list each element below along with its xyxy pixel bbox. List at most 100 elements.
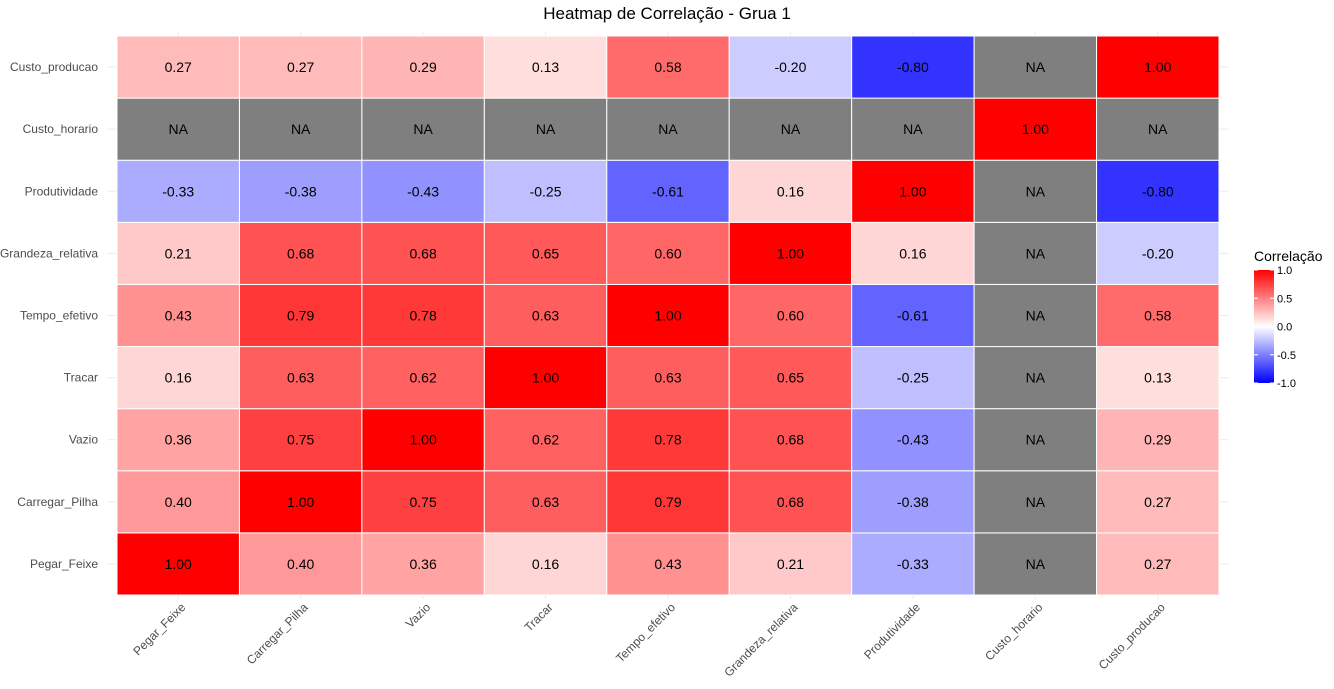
cell-value-label: -0.38 (285, 183, 317, 199)
cell-value-label: -0.38 (897, 494, 929, 510)
heatmap-cell-Custo_horario-Produtividade (851, 97, 975, 161)
legend-tick-label: 0.0 (1277, 322, 1292, 334)
heatmap-cell-Grandeza_relativa-Custo_producao (1096, 221, 1220, 285)
cell-value-label: 0.68 (777, 432, 804, 448)
cell-value-label: 0.60 (654, 245, 681, 261)
cell-value-label: 0.65 (532, 245, 559, 261)
cell-value-label: 0.13 (1144, 370, 1171, 386)
heatmap-cell-Vazio-Grandeza_relativa (728, 408, 853, 472)
heatmap-cell-Vazio-Custo_horario (973, 408, 1098, 472)
cell-value-label: 0.16 (532, 556, 559, 572)
y-tick-label-Vazio: Vazio (69, 433, 98, 447)
cell-value-label: 0.58 (1144, 308, 1171, 324)
heatmap-cell-Carregar_Pilha-Carregar_Pilha (238, 470, 363, 534)
heatmap-cell-Tracar-Tracar (483, 346, 608, 410)
heatmap-cell-Tempo_efetivo-Custo_horario (973, 283, 1098, 348)
heatmap-cell-Tracar-Custo_producao (1096, 346, 1220, 410)
cell-value-label: NA (536, 121, 556, 137)
heatmap-cell-Tracar-Carregar_Pilha (238, 346, 363, 410)
heatmap-cell-Carregar_Pilha-Custo_producao (1096, 470, 1220, 534)
cell-value-label: 0.63 (532, 494, 559, 510)
heatmap-cell-Custo_horario-Custo_producao (1096, 97, 1220, 161)
cell-value-label: 0.29 (409, 59, 436, 75)
x-axis-tick-labels: Pegar_Feixe Carregar_Pilha Vazio Tracar Temp… (130, 600, 1168, 679)
cell-value-label: 1.00 (532, 370, 559, 386)
heatmap-cell-Custo_producao-Carregar_Pilha (238, 35, 363, 99)
heatmap-cell-Pegar_Feixe-Custo_producao (1096, 532, 1220, 596)
cell-value-labels: 1.00 0.40 0.36 0.16 0.43 0.21 -0.33 NA 0.27 0.40 1… (162, 59, 1174, 572)
chart-title: Heatmap de Correlação - Grua 1 (543, 4, 791, 23)
heatmap-cell-Custo_producao-Tracar (483, 35, 608, 99)
cell-value-label: NA (168, 121, 188, 137)
y-tick-label-Custo_horario: Custo_horario (23, 122, 99, 136)
cell-value-label: -0.61 (652, 183, 684, 199)
x-tick-label-Produtividade: Produtividade (861, 600, 923, 662)
heatmap-cell-Vazio-Tempo_efetivo (606, 408, 730, 472)
legend-title: Correlação (1254, 248, 1323, 264)
legend-tick-label: 1.0 (1277, 265, 1292, 277)
heatmap-cell-Custo_producao-Vazio (361, 35, 485, 99)
cell-value-label: -0.20 (1142, 245, 1174, 261)
cell-value-label: -0.43 (407, 183, 439, 199)
heatmap-cell-Produtividade-Pegar_Feixe (116, 159, 240, 223)
heatmap-cell-Custo_horario-Grandeza_relativa (728, 97, 853, 161)
heatmap-cell-Carregar_Pilha-Pegar_Feixe (116, 470, 240, 534)
cell-value-label: -0.25 (530, 183, 562, 199)
heatmap-cell-Custo_producao-Pegar_Feixe (116, 35, 240, 99)
cell-value-label: 1.00 (409, 432, 436, 448)
heatmap-cell-Custo_producao-Tempo_efetivo (606, 35, 730, 99)
cell-value-label: 1.00 (899, 183, 926, 199)
cell-value-label: 1.00 (165, 556, 192, 572)
heatmap-cell-Vazio-Carregar_Pilha (238, 408, 363, 472)
cell-value-label: 0.58 (654, 59, 681, 75)
heatmap-cell-Pegar_Feixe-Grandeza_relativa (728, 532, 853, 596)
heatmap-cells (116, 35, 1220, 596)
cell-value-label: -0.43 (897, 432, 929, 448)
heatmap-cell-Vazio-Tracar (483, 408, 608, 472)
x-tick-label-Custo_producao: Custo_producao (1096, 600, 1168, 672)
y-tick-label-Carregar_Pilha: Carregar_Pilha (17, 495, 98, 509)
cell-value-label: 0.43 (654, 556, 681, 572)
cell-value-label: -0.20 (774, 59, 806, 75)
cell-value-label: 0.68 (409, 245, 436, 261)
cell-value-label: 0.65 (777, 370, 804, 386)
cell-value-label: 0.79 (654, 494, 681, 510)
cell-value-label: 0.63 (532, 308, 559, 324)
heatmap-cell-Pegar_Feixe-Produtividade (851, 532, 975, 596)
heatmap-cell-Custo_producao-Produtividade (851, 35, 975, 99)
cell-value-label: 0.36 (409, 556, 436, 572)
cell-value-label: 0.63 (287, 370, 314, 386)
heatmap-cell-Custo_producao-Custo_horario (973, 35, 1098, 99)
heatmap-cell-Carregar_Pilha-Produtividade (851, 470, 975, 534)
heatmap-cell-Grandeza_relativa-Tracar (483, 221, 608, 285)
heatmap-cell-Tracar-Tempo_efetivo (606, 346, 730, 410)
cell-value-label: 0.40 (165, 494, 192, 510)
heatmap-cell-Custo_horario-Carregar_Pilha (238, 97, 363, 161)
heatmap-cell-Tempo_efetivo-Produtividade (851, 283, 975, 348)
cell-value-label: 0.40 (287, 556, 314, 572)
cell-value-label: 0.13 (532, 59, 559, 75)
y-axis-tick-labels: Pegar_Feixe Carregar_Pilha Vazio Tracar Temp… (0, 60, 98, 571)
y-tick-label-Tempo_efetivo: Tempo_efetivo (20, 309, 98, 323)
heatmap-cell-Custo_producao-Custo_producao (1096, 35, 1220, 99)
cell-value-label: -0.80 (897, 59, 929, 75)
heatmap-cell-Vazio-Custo_producao (1096, 408, 1220, 472)
cell-value-label: 0.68 (287, 245, 314, 261)
heatmap-cell-Carregar_Pilha-Vazio (361, 470, 485, 534)
cell-value-label: NA (1026, 494, 1046, 510)
y-tick-label-Custo_producao: Custo_producao (10, 60, 98, 74)
cell-value-label: 1.00 (777, 245, 804, 261)
cell-value-label: 0.29 (1144, 432, 1171, 448)
cell-value-label: 1.00 (1144, 59, 1171, 75)
cell-value-label: 0.78 (654, 432, 681, 448)
cell-value-label: NA (1026, 556, 1046, 572)
cell-value-label: NA (1026, 245, 1046, 261)
legend-tick-label: 0.5 (1277, 293, 1292, 305)
cell-value-label: -0.25 (897, 370, 929, 386)
heatmap-cell-Custo_producao-Grandeza_relativa (728, 35, 853, 99)
cell-value-label: NA (1026, 59, 1046, 75)
cell-value-label: 0.68 (777, 494, 804, 510)
legend-tick-label: -1.0 (1277, 378, 1296, 390)
cell-value-label: 0.27 (1144, 556, 1171, 572)
